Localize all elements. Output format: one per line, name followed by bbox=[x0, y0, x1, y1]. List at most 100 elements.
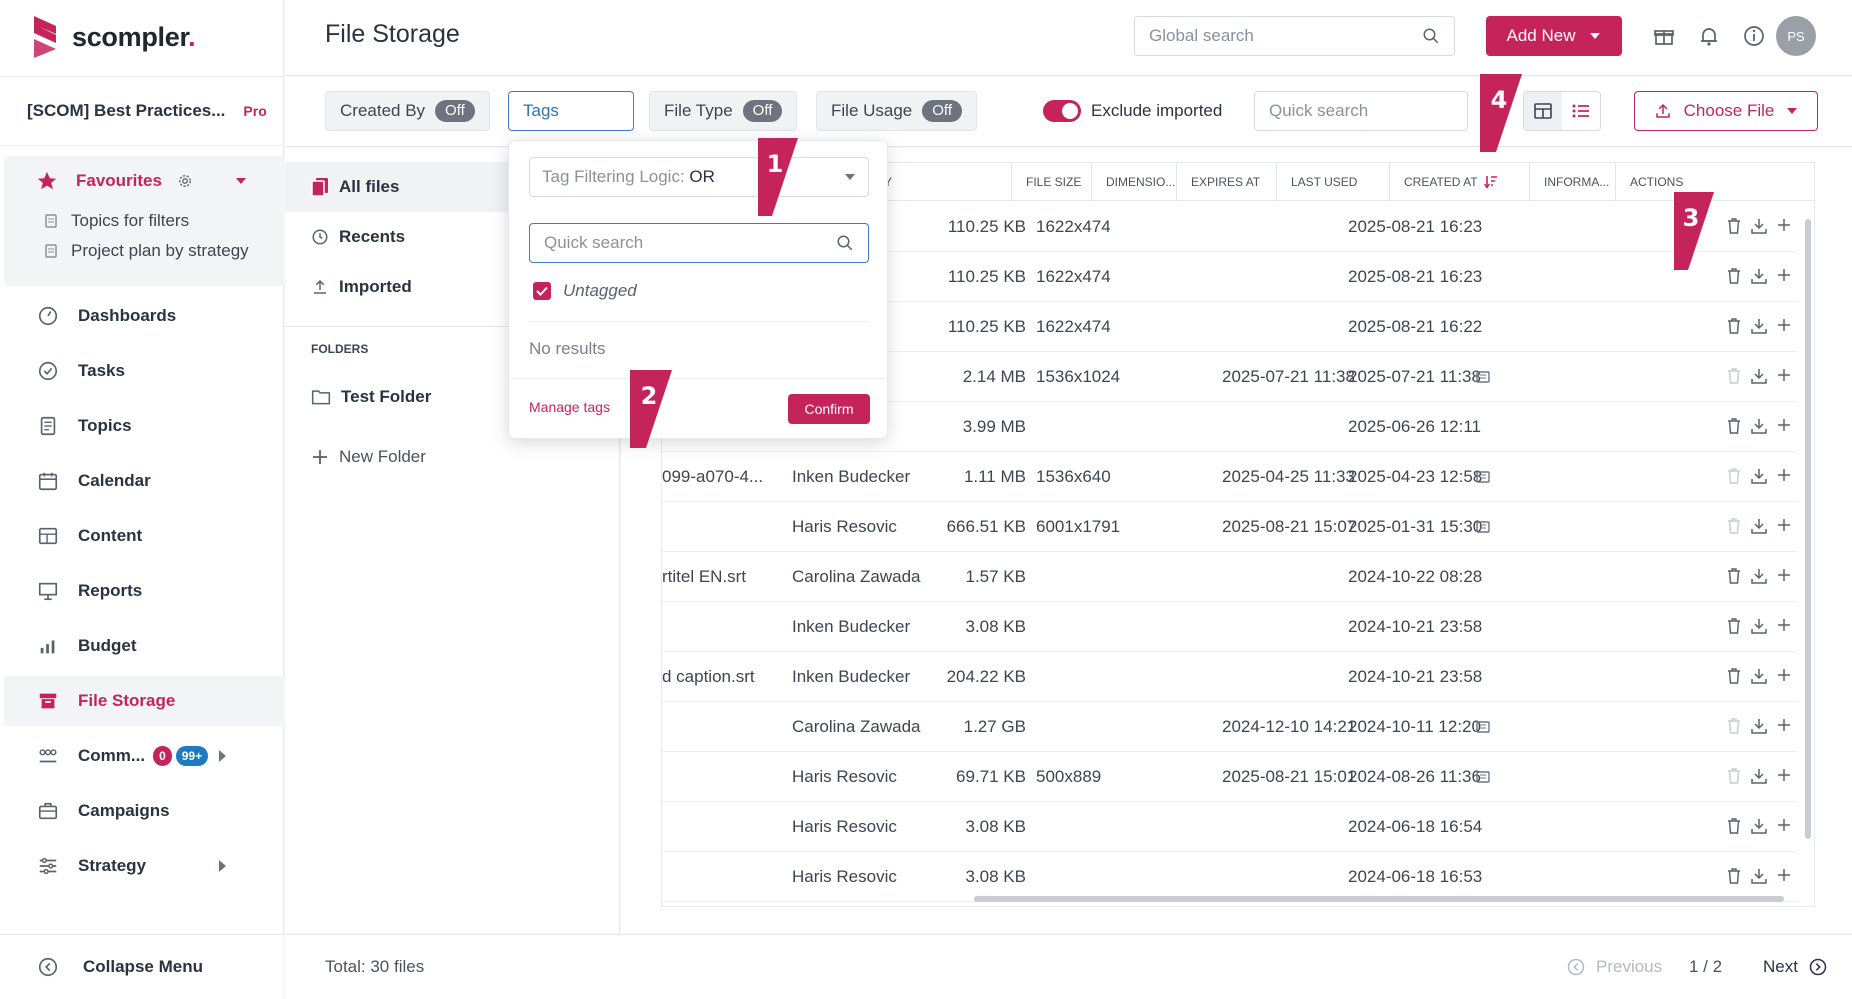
download-icon[interactable] bbox=[1751, 268, 1767, 284]
download-icon[interactable] bbox=[1751, 568, 1767, 584]
workspace-selector[interactable]: [SCOM] Best Practices... Pro bbox=[0, 76, 284, 146]
column-header-information[interactable]: INFORMA... bbox=[1530, 163, 1616, 201]
folder-imported[interactable]: Imported bbox=[285, 262, 620, 312]
info-card-icon[interactable] bbox=[1476, 371, 1490, 383]
sidebar-item-calendar[interactable]: Calendar bbox=[4, 456, 284, 506]
table-row[interactable]: Inken Budecker 3.08 KB 2024-10-21 23:58 bbox=[662, 602, 1797, 652]
trash-icon[interactable] bbox=[1727, 768, 1741, 784]
info-card-icon[interactable] bbox=[1476, 471, 1490, 483]
trash-icon[interactable] bbox=[1727, 818, 1741, 834]
tags-quick-search-input[interactable]: Quick search bbox=[529, 223, 869, 263]
folder-recents[interactable]: Recents bbox=[285, 212, 620, 262]
exclude-imported-toggle[interactable]: Exclude imported bbox=[1043, 91, 1222, 131]
collapse-menu-button[interactable]: Collapse Menu bbox=[0, 934, 284, 999]
created-by-filter[interactable]: Created By Off bbox=[325, 91, 490, 131]
sidebar-item-budget[interactable]: Budget bbox=[4, 621, 284, 671]
untagged-checkbox[interactable] bbox=[533, 282, 551, 300]
sidebar-item-tasks[interactable]: Tasks bbox=[4, 346, 284, 396]
grid-view-button[interactable] bbox=[1524, 92, 1562, 130]
choose-file-button[interactable]: Choose File bbox=[1634, 91, 1818, 131]
file-usage-filter[interactable]: File Usage Off bbox=[816, 91, 977, 131]
download-icon[interactable] bbox=[1751, 818, 1767, 834]
trash-icon[interactable] bbox=[1727, 268, 1741, 284]
trash-icon[interactable] bbox=[1727, 618, 1741, 634]
sidebar-item-campaigns[interactable]: Campaigns bbox=[4, 786, 284, 836]
created-by-toggle[interactable]: Off bbox=[435, 100, 475, 122]
manage-tags-link[interactable]: Manage tags bbox=[529, 399, 610, 415]
add-new-button[interactable]: Add New bbox=[1486, 16, 1622, 56]
logo[interactable]: scompler. bbox=[26, 14, 196, 60]
column-header-created-at[interactable]: CREATED AT bbox=[1390, 163, 1530, 201]
favourites-header[interactable]: Favourites bbox=[4, 156, 284, 206]
previous-page-button[interactable]: Previous bbox=[1566, 957, 1662, 977]
info-card-icon[interactable] bbox=[1476, 771, 1490, 783]
quick-search-input[interactable]: Quick search bbox=[1254, 91, 1468, 131]
column-header-file-size[interactable]: FILE SIZE bbox=[1012, 163, 1092, 201]
sort-desc-icon[interactable] bbox=[1483, 175, 1498, 189]
plus-icon[interactable] bbox=[1777, 468, 1791, 482]
plus-icon[interactable] bbox=[1777, 568, 1791, 582]
plus-icon[interactable] bbox=[1777, 418, 1791, 432]
favourite-item[interactable]: Topics for filters bbox=[4, 206, 284, 236]
confirm-button[interactable]: Confirm bbox=[788, 394, 870, 424]
trash-icon[interactable] bbox=[1727, 368, 1741, 384]
plus-icon[interactable] bbox=[1777, 818, 1791, 832]
plus-icon[interactable] bbox=[1777, 868, 1791, 882]
list-view-button[interactable] bbox=[1562, 92, 1600, 130]
table-row[interactable]: 099-a070-4... Inken Budecker 1.11 MB 1536x6… bbox=[662, 452, 1797, 502]
column-header-last-used[interactable]: LAST USED bbox=[1277, 163, 1390, 201]
download-icon[interactable] bbox=[1751, 318, 1767, 334]
sidebar-item-dashboards[interactable]: Dashboards bbox=[4, 291, 284, 341]
bell-icon[interactable] bbox=[1697, 24, 1721, 48]
trash-icon[interactable] bbox=[1727, 468, 1741, 484]
tag-filtering-logic-select[interactable]: Tag Filtering Logic: OR bbox=[529, 157, 869, 197]
column-header-dimensions[interactable]: DIMENSIO... bbox=[1092, 163, 1177, 201]
column-header-expires-at[interactable]: EXPIRES AT bbox=[1177, 163, 1277, 201]
trash-icon[interactable] bbox=[1727, 868, 1741, 884]
plus-icon[interactable] bbox=[1777, 368, 1791, 382]
sidebar-item-topics[interactable]: Topics bbox=[4, 401, 284, 451]
folder-test-folder[interactable]: Test Folder bbox=[285, 372, 620, 422]
global-search-input[interactable]: Global search bbox=[1134, 16, 1455, 56]
table-row[interactable]: Haris Resovic 3.08 KB 2024-06-18 16:53 bbox=[662, 852, 1797, 902]
download-icon[interactable] bbox=[1751, 468, 1767, 484]
plus-icon[interactable] bbox=[1777, 718, 1791, 732]
horizontal-scrollbar[interactable] bbox=[974, 896, 1784, 902]
table-row[interactable]: d caption.srt Inken Budecker 204.22 KB 2024… bbox=[662, 652, 1797, 702]
table-row[interactable]: Haris Resovic 69.71 KB 500x889 2025-08-21 1… bbox=[662, 752, 1797, 802]
trash-icon[interactable] bbox=[1727, 318, 1741, 334]
table-row[interactable]: Haris Resovic 3.08 KB 2024-06-18 16:54 bbox=[662, 802, 1797, 852]
trash-icon[interactable] bbox=[1727, 718, 1741, 734]
favourite-item[interactable]: Project plan by strategy bbox=[4, 236, 284, 266]
info-card-icon[interactable] bbox=[1476, 521, 1490, 533]
sidebar-item-reports[interactable]: Reports bbox=[4, 566, 284, 616]
table-row[interactable]: Carolina Zawada 1.27 GB 2024-12-10 14:21 20… bbox=[662, 702, 1797, 752]
plus-icon[interactable] bbox=[1777, 318, 1791, 332]
file-type-toggle[interactable]: Off bbox=[742, 100, 783, 122]
trash-icon[interactable] bbox=[1727, 568, 1741, 584]
new-folder-button[interactable]: New Folder bbox=[285, 432, 620, 482]
plus-icon[interactable] bbox=[1777, 218, 1791, 232]
plus-icon[interactable] bbox=[1777, 518, 1791, 532]
vertical-scrollbar[interactable] bbox=[1805, 219, 1811, 839]
download-icon[interactable] bbox=[1751, 218, 1767, 234]
download-icon[interactable] bbox=[1751, 418, 1767, 434]
download-icon[interactable] bbox=[1751, 768, 1767, 784]
plus-icon[interactable] bbox=[1777, 268, 1791, 282]
download-icon[interactable] bbox=[1751, 618, 1767, 634]
trash-icon[interactable] bbox=[1727, 218, 1741, 234]
gift-icon[interactable] bbox=[1652, 24, 1676, 48]
download-icon[interactable] bbox=[1751, 868, 1767, 884]
table-row[interactable]: rtitel EN.srt Carolina Zawada 1.57 KB 2024-… bbox=[662, 552, 1797, 602]
download-icon[interactable] bbox=[1751, 518, 1767, 534]
sidebar-item-strategy[interactable]: Strategy bbox=[4, 841, 284, 891]
plus-icon[interactable] bbox=[1777, 618, 1791, 632]
download-icon[interactable] bbox=[1751, 718, 1767, 734]
download-icon[interactable] bbox=[1751, 368, 1767, 384]
download-icon[interactable] bbox=[1751, 668, 1767, 684]
plus-icon[interactable] bbox=[1777, 668, 1791, 682]
table-row[interactable]: Haris Resovic 666.51 KB 6001x1791 2025-08-2… bbox=[662, 502, 1797, 552]
exclude-imported-switch[interactable] bbox=[1043, 100, 1081, 122]
